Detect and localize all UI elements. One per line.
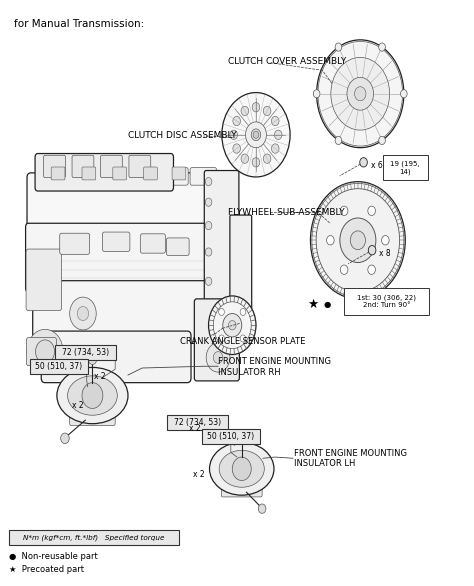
FancyBboxPatch shape [133,168,160,185]
Text: CLUTCH COVER ASSEMBLY: CLUTCH COVER ASSEMBLY [228,57,346,66]
Circle shape [219,308,224,315]
Text: 72 (734, 53): 72 (734, 53) [174,418,221,427]
Circle shape [205,248,212,256]
Circle shape [230,130,237,139]
Text: 19 (195,
14): 19 (195, 14) [391,161,420,175]
Text: x 2: x 2 [72,401,84,410]
FancyBboxPatch shape [9,530,179,545]
FancyBboxPatch shape [26,249,62,311]
FancyBboxPatch shape [102,232,130,251]
Circle shape [316,189,400,292]
Text: 50 (510, 37): 50 (510, 37) [35,362,82,371]
FancyBboxPatch shape [72,168,98,185]
Circle shape [205,222,212,230]
Circle shape [88,354,97,364]
Circle shape [335,43,342,51]
Text: x 2: x 2 [94,372,106,381]
Circle shape [27,329,63,374]
Circle shape [238,430,246,440]
Circle shape [205,178,212,186]
Text: ●: ● [323,300,331,309]
Circle shape [233,116,240,126]
FancyBboxPatch shape [60,233,90,254]
Text: x 2: x 2 [193,470,205,479]
Circle shape [240,335,246,342]
Circle shape [213,352,223,363]
FancyBboxPatch shape [194,299,239,381]
Circle shape [335,137,342,145]
Ellipse shape [57,367,128,424]
FancyBboxPatch shape [221,479,262,497]
Text: FRONT ENGINE MOUNTING
INSULATOR RH: FRONT ENGINE MOUNTING INSULATOR RH [218,357,331,377]
FancyBboxPatch shape [26,223,216,292]
Text: CRANK ANGLE SENSOR PLATE: CRANK ANGLE SENSOR PLATE [180,336,306,346]
FancyBboxPatch shape [167,415,228,430]
Circle shape [222,93,290,177]
Circle shape [223,314,242,337]
Circle shape [368,246,376,255]
Ellipse shape [68,376,117,415]
Circle shape [233,144,240,154]
FancyBboxPatch shape [51,167,65,180]
Circle shape [258,504,266,513]
FancyBboxPatch shape [100,155,122,178]
Circle shape [360,158,367,167]
FancyBboxPatch shape [204,171,239,307]
FancyBboxPatch shape [72,155,94,178]
Circle shape [232,457,251,481]
FancyBboxPatch shape [230,215,252,330]
Text: FRONT ENGINE MOUNTING
INSULATOR LH: FRONT ENGINE MOUNTING INSULATOR LH [294,448,407,468]
Circle shape [219,335,224,342]
FancyBboxPatch shape [172,167,186,180]
FancyBboxPatch shape [144,167,157,180]
FancyBboxPatch shape [27,173,215,236]
Circle shape [272,116,279,126]
Circle shape [340,218,376,263]
Circle shape [70,297,96,330]
Circle shape [401,90,407,98]
Circle shape [350,231,365,250]
Circle shape [382,236,389,245]
FancyBboxPatch shape [102,168,129,185]
Circle shape [241,154,248,163]
Ellipse shape [210,442,274,495]
FancyBboxPatch shape [33,281,207,343]
FancyBboxPatch shape [41,331,191,383]
FancyBboxPatch shape [55,345,116,360]
Circle shape [355,87,366,101]
Text: 50 (510, 37): 50 (510, 37) [207,432,255,441]
FancyBboxPatch shape [344,288,429,315]
Text: N*m (kgf*cm, ft.*lbf)   Specified torque: N*m (kgf*cm, ft.*lbf) Specified torque [23,534,164,541]
Circle shape [368,206,375,216]
Circle shape [310,182,405,299]
FancyBboxPatch shape [129,155,151,178]
Circle shape [264,106,271,115]
Text: x 6: x 6 [371,161,383,170]
FancyBboxPatch shape [162,168,188,185]
Text: for Manual Transmission:: for Manual Transmission: [14,19,145,29]
Circle shape [241,106,248,115]
Circle shape [379,43,385,51]
FancyBboxPatch shape [30,359,88,374]
Circle shape [209,296,256,355]
Circle shape [340,206,348,216]
Text: CLUTCH DISC ASSEMBLY: CLUTCH DISC ASSEMBLY [128,131,237,141]
Circle shape [264,154,271,163]
Circle shape [327,236,334,245]
Circle shape [340,265,348,274]
FancyBboxPatch shape [140,234,165,253]
Text: 1st: 30 (306, 22)
2nd: Turn 90°: 1st: 30 (306, 22) 2nd: Turn 90° [357,294,416,308]
Circle shape [240,308,246,315]
FancyBboxPatch shape [166,238,189,255]
Circle shape [331,57,390,130]
FancyBboxPatch shape [27,338,56,366]
Text: ★  Precoated part: ★ Precoated part [9,565,84,574]
Circle shape [82,383,103,408]
Ellipse shape [219,450,264,488]
Text: FLYWHEEL SUB-ASSEMBLY: FLYWHEEL SUB-ASSEMBLY [228,207,344,217]
FancyBboxPatch shape [202,429,260,444]
Text: x 8: x 8 [379,248,391,258]
Circle shape [313,90,320,98]
FancyBboxPatch shape [383,155,428,180]
FancyBboxPatch shape [44,155,65,178]
